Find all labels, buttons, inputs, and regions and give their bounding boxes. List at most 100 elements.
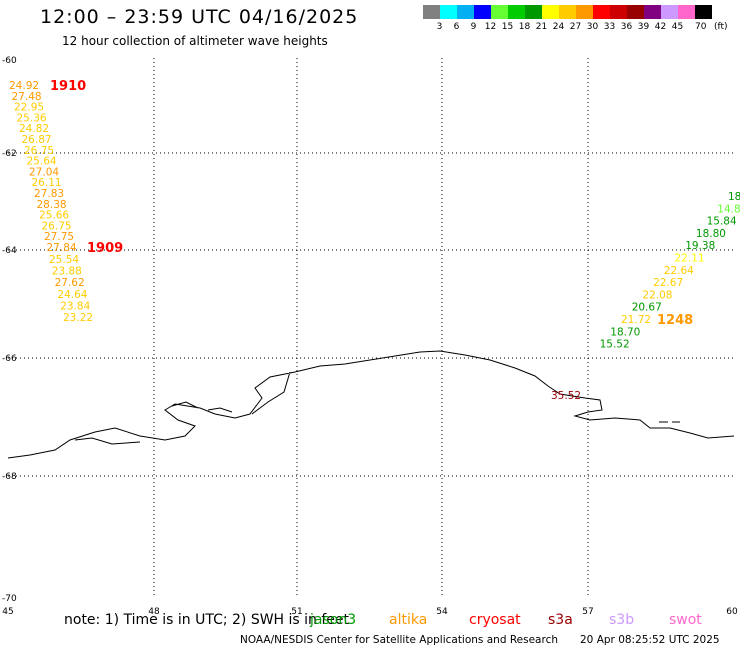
scale-swatch xyxy=(559,5,576,19)
latitude-tick-label: -64 xyxy=(2,246,17,256)
wave-height-value: 22.08 xyxy=(642,289,672,301)
wave-height-value: 22.64 xyxy=(664,265,694,277)
latitude-tick-label: -62 xyxy=(2,149,17,159)
pass-id-label: 1909 xyxy=(87,241,123,256)
wave-height-value: 15.84 xyxy=(707,216,737,228)
map-subtitle: 12 hour collection of altimeter wave hei… xyxy=(62,34,328,48)
color-scale-legend xyxy=(423,5,712,19)
scale-label: 45 xyxy=(671,22,684,32)
scale-label: 42 xyxy=(654,22,667,32)
wave-height-value: 22.95 xyxy=(14,102,44,114)
generation-timestamp: 20 Apr 08:25:52 UTC 2025 xyxy=(580,634,720,646)
scale-swatch xyxy=(542,5,559,19)
scale-label: 12 xyxy=(484,22,497,32)
scale-label: 39 xyxy=(637,22,650,32)
pass-id-label: 1248 xyxy=(657,313,693,328)
scale-label: 30 xyxy=(586,22,599,32)
scale-label: 33 xyxy=(603,22,616,32)
color-scale-labels: 3 6 9 12 15 18 21 24 27 30 33 36 39 42 45 70 xyxy=(423,22,707,32)
longitude-tick-label: 45 xyxy=(2,607,13,617)
wave-height-value: 26.11 xyxy=(32,177,62,189)
map-title: 12:00 – 23:59 UTC 04/16/2025 xyxy=(40,6,359,28)
wave-height-value: 27.62 xyxy=(55,277,85,289)
wave-height-value: 19.38 xyxy=(685,240,715,252)
scale-label: 6 xyxy=(453,22,460,32)
scale-label: 3 xyxy=(436,22,443,32)
longitude-tick-label: 51 xyxy=(291,607,302,617)
wave-height-value: 27.84 xyxy=(47,242,77,254)
scale-label: 15 xyxy=(501,22,514,32)
satellite-legend-item: s3b xyxy=(609,612,635,628)
axis-tick-labels: 45 48 51 54 57 60 -60 -62 -64 -66 -68 -70 xyxy=(2,56,738,617)
latitude-tick-label: -66 xyxy=(2,354,17,364)
wave-height-value: 14.80 xyxy=(717,203,740,215)
longitude-tick-label: 57 xyxy=(582,607,593,617)
wave-height-value: 23.22 xyxy=(63,312,93,324)
wave-height-value: 18.84 xyxy=(728,191,740,203)
scale-swatch xyxy=(661,5,678,19)
satellite-legend-item: jason3 xyxy=(310,612,357,628)
latitude-tick-label: -68 xyxy=(2,472,17,482)
wave-height-value: 22.11 xyxy=(675,253,705,265)
scale-label: 36 xyxy=(620,22,633,32)
scale-swatch xyxy=(474,5,491,19)
longitude-tick-label: 54 xyxy=(436,607,448,617)
wave-height-value: 27.48 xyxy=(12,91,42,103)
scale-swatch xyxy=(695,5,712,19)
scale-label: 18 xyxy=(518,22,531,32)
scale-swatch xyxy=(644,5,661,19)
scale-swatch xyxy=(457,5,474,19)
wave-height-value: 25.54 xyxy=(49,254,79,266)
wave-height-value: 24.92 xyxy=(9,80,39,92)
wave-height-value: 23.88 xyxy=(52,266,82,278)
wave-height-value: 26.75 xyxy=(42,220,72,232)
scale-swatch xyxy=(491,5,508,19)
credit-line: NOAA/NESDIS Center for Satellite Applica… xyxy=(240,634,558,646)
wave-height-value: 24.64 xyxy=(57,289,87,301)
latitude-tick-label: -70 xyxy=(2,594,17,604)
satellite-legend-item: cryosat xyxy=(469,612,521,628)
satellite-legend-item: s3a xyxy=(548,612,573,628)
longitude-tick-label: 48 xyxy=(148,607,160,617)
wave-height-value: 18.80 xyxy=(696,228,726,240)
wave-height-value: 27.75 xyxy=(44,231,74,243)
wave-height-value: 27.04 xyxy=(29,166,59,178)
scale-swatch xyxy=(610,5,627,19)
wave-height-value: 21.72 xyxy=(621,314,651,326)
wave-height-value: 25.64 xyxy=(27,156,57,168)
wave-height-value: 20.67 xyxy=(632,302,662,314)
wave-height-value: 25.36 xyxy=(17,112,47,124)
scale-swatch xyxy=(423,5,440,19)
scale-swatch xyxy=(576,5,593,19)
wave-height-value: 22.67 xyxy=(653,277,683,289)
wave-height-value: 18.70 xyxy=(610,326,640,338)
scale-swatch xyxy=(627,5,644,19)
wave-height-value: 26.75 xyxy=(24,145,54,157)
graticule xyxy=(8,58,734,598)
wave-height-value: 23.84 xyxy=(60,300,90,312)
scale-unit: (ft) xyxy=(714,22,728,32)
scale-label: 24 xyxy=(552,22,565,32)
wave-height-value: 27.83 xyxy=(34,188,64,200)
longitude-tick-label: 60 xyxy=(726,607,738,617)
antarctic-coastline xyxy=(7,350,735,459)
units-note: note: 1) Time is in UTC; 2) SWH is in fe… xyxy=(64,612,350,628)
scale-label: 21 xyxy=(535,22,548,32)
wave-height-value: 15.52 xyxy=(600,339,630,351)
scale-label: 70 xyxy=(695,22,707,32)
wave-height-value: 35.52 xyxy=(551,390,581,402)
altimeter-values: 24.9227.4822.9525.3624.8226.8726.7525.64… xyxy=(9,79,740,402)
wave-height-value: 24.82 xyxy=(19,123,49,135)
scale-label: 9 xyxy=(470,22,477,32)
scale-swatch xyxy=(593,5,610,19)
latitude-tick-label: -60 xyxy=(2,56,17,66)
scale-swatch xyxy=(525,5,542,19)
satellite-legend-item: altika xyxy=(389,612,428,628)
wave-height-value: 26.87 xyxy=(22,134,52,146)
wave-height-value: 28.38 xyxy=(37,199,67,211)
scale-label: 27 xyxy=(569,22,582,32)
scale-swatch xyxy=(678,5,695,19)
scale-swatch xyxy=(508,5,525,19)
wave-height-value: 25.66 xyxy=(39,210,69,222)
pass-id-label: 1910 xyxy=(50,79,86,94)
